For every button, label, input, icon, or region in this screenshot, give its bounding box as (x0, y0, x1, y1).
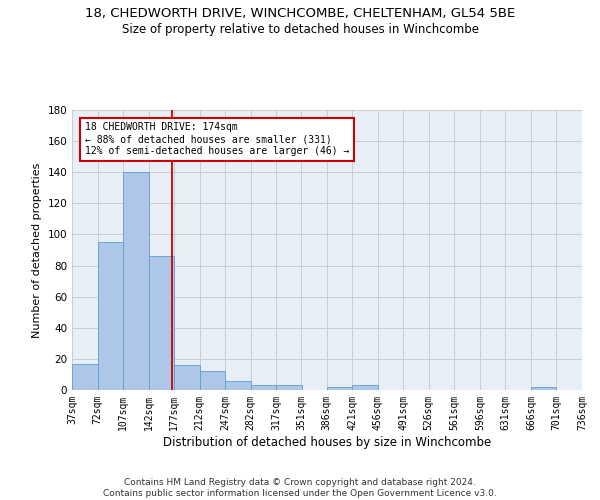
Text: 18, CHEDWORTH DRIVE, WINCHCOMBE, CHELTENHAM, GL54 5BE: 18, CHEDWORTH DRIVE, WINCHCOMBE, CHELTEN… (85, 8, 515, 20)
Bar (225, 380, 251, 390)
Bar (251, 386, 276, 390)
Text: Contains HM Land Registry data © Crown copyright and database right 2024.
Contai: Contains HM Land Registry data © Crown c… (103, 478, 497, 498)
Bar (174, 365, 200, 390)
Text: 18 CHEDWORTH DRIVE: 174sqm
← 88% of detached houses are smaller (331)
12% of sem: 18 CHEDWORTH DRIVE: 174sqm ← 88% of deta… (85, 122, 350, 156)
Bar (123, 172, 149, 390)
Text: Size of property relative to detached houses in Winchcombe: Size of property relative to detached ho… (121, 22, 479, 36)
Bar (531, 387, 556, 390)
X-axis label: Distribution of detached houses by size in Winchcombe: Distribution of detached houses by size … (163, 436, 491, 448)
Bar (276, 386, 302, 390)
Bar (72, 364, 98, 390)
Bar (149, 256, 174, 390)
Bar (326, 387, 352, 390)
Bar (200, 372, 225, 390)
Bar (98, 242, 123, 390)
Y-axis label: Number of detached properties: Number of detached properties (32, 162, 42, 338)
Bar (352, 386, 378, 390)
